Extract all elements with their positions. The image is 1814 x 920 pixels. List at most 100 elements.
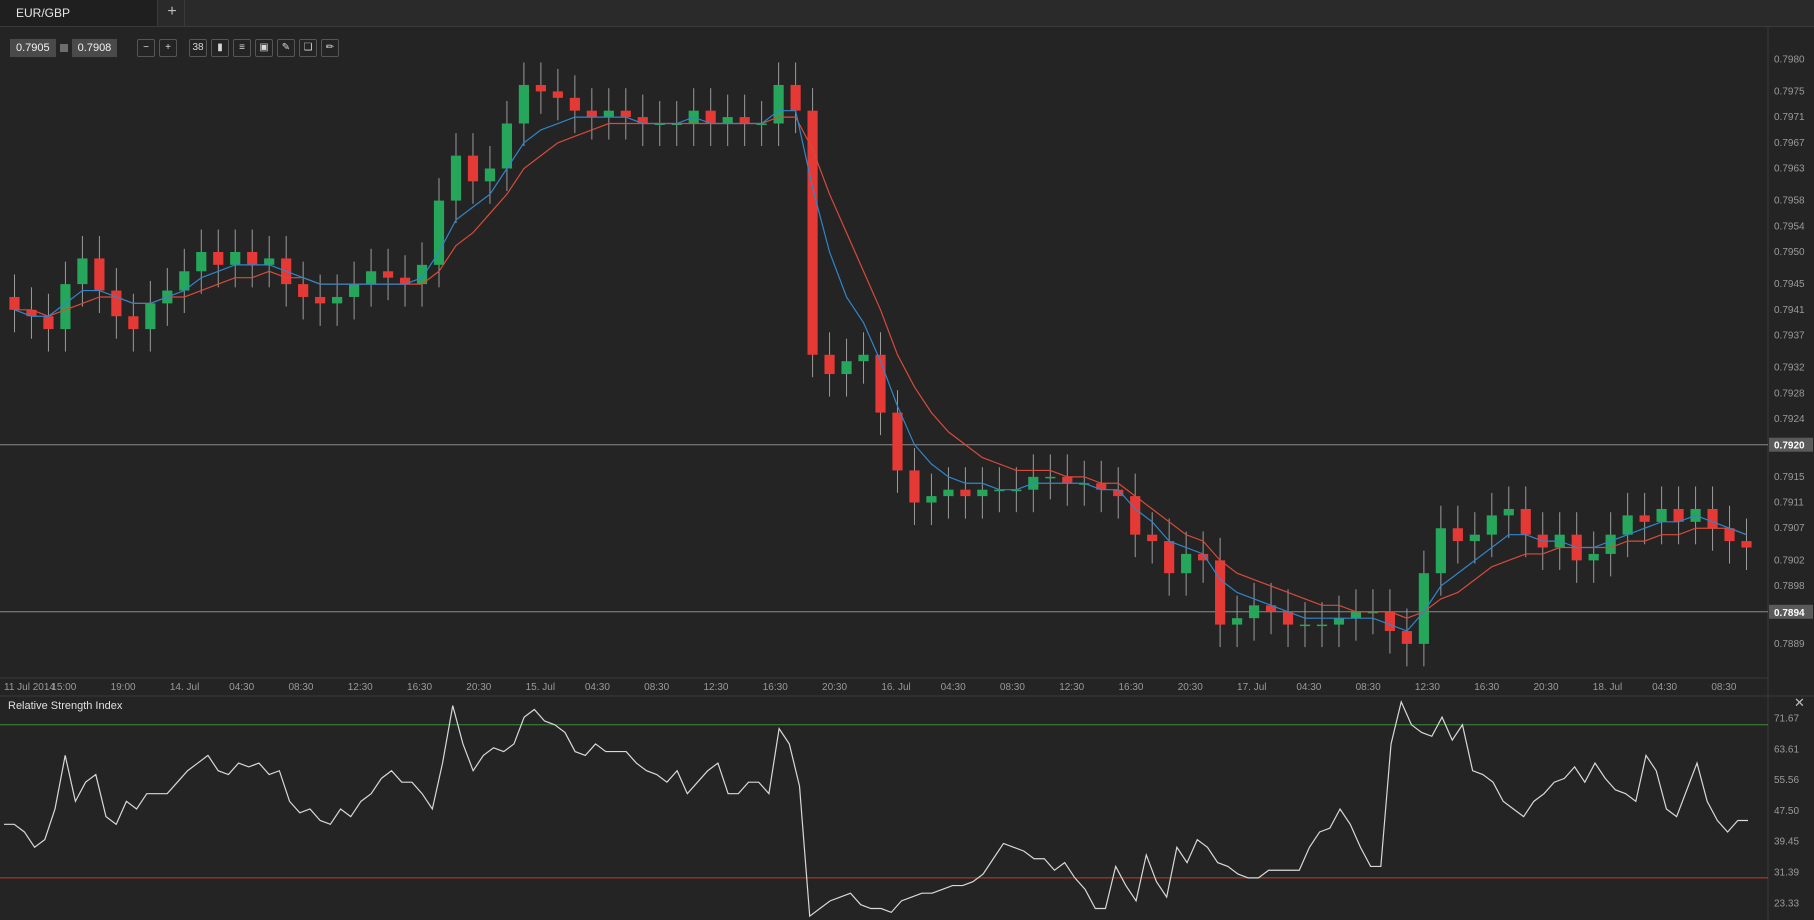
y-tick-label: 0.7928 — [1774, 388, 1805, 399]
candle-body — [230, 252, 241, 265]
candle-body — [603, 110, 614, 118]
candle-body — [1164, 541, 1175, 574]
x-tick-label: 16. Jul — [881, 682, 910, 693]
x-tick-label: 16:30 — [763, 682, 788, 693]
quote-display: 0.7905 0.7908 — [10, 39, 118, 57]
x-tick-label: 20:30 — [466, 682, 491, 693]
new-tab-button[interactable]: + — [160, 0, 185, 26]
candle-body — [77, 258, 88, 285]
candle-body — [213, 252, 224, 265]
candle-body — [586, 110, 597, 118]
x-tick-label: 20:30 — [822, 682, 847, 693]
y-tick-label: 0.7954 — [1774, 221, 1805, 232]
candle-body — [1113, 489, 1124, 497]
candle-body — [1741, 541, 1752, 548]
zoom-in-icon[interactable]: + — [159, 39, 177, 57]
bars-count-icon[interactable]: 38 — [189, 39, 207, 57]
candle-body — [179, 271, 190, 291]
close-icon[interactable]: ✕ — [1794, 695, 1805, 710]
draw-icon[interactable]: ✎ — [277, 39, 295, 57]
candle-body — [1469, 534, 1480, 542]
candle-body — [382, 271, 394, 278]
x-tick-label: 12:30 — [348, 682, 373, 693]
candle-body — [1622, 515, 1633, 535]
candle-body — [977, 489, 988, 497]
x-tick-label: 16:30 — [1474, 682, 1499, 693]
candle-body — [909, 470, 920, 503]
object-icon[interactable]: ❏ — [299, 39, 317, 57]
candle-body — [671, 123, 682, 126]
candle-body — [773, 84, 784, 124]
candle-body — [1299, 624, 1311, 627]
candle-body — [994, 489, 1005, 492]
candle-body — [1231, 618, 1243, 625]
x-tick-label: 20:30 — [1178, 682, 1203, 693]
candle-body — [858, 354, 869, 362]
candle-body — [1045, 476, 1056, 479]
y-tick-label: 0.7950 — [1774, 247, 1805, 258]
rsi-y-tick-label: 31.39 — [1774, 868, 1799, 879]
x-tick-label: 20:30 — [1533, 682, 1558, 693]
zoom-out-icon[interactable]: − — [137, 39, 155, 57]
ask-price: 0.7908 — [71, 39, 118, 57]
price-line-badge — [1769, 437, 1813, 452]
price-line-badge — [1769, 604, 1813, 619]
template-icon[interactable]: ▣ — [255, 39, 273, 57]
y-tick-label: 0.7924 — [1774, 414, 1805, 425]
rsi-y-tick-label: 47.50 — [1774, 806, 1799, 817]
x-tick-label: 18. Jul — [1593, 682, 1622, 693]
candle-body — [756, 123, 767, 126]
tab-eurgbp[interactable]: EUR/GBP — [0, 0, 158, 26]
y-tick-label: 0.7975 — [1774, 86, 1805, 97]
candle-body — [26, 309, 37, 317]
candle-body — [722, 117, 733, 124]
candle-body — [1333, 618, 1345, 625]
candle-body — [1062, 476, 1073, 484]
candle-body — [620, 110, 631, 118]
candle-body — [1605, 534, 1616, 554]
rsi-y-tick-label: 55.56 — [1774, 775, 1799, 786]
candle-body — [1639, 515, 1650, 522]
candle-body — [875, 354, 886, 413]
candle-body — [264, 258, 275, 265]
y-tick-label: 0.7967 — [1774, 138, 1805, 149]
x-tick-label: 08:30 — [644, 682, 669, 693]
candle-body — [1011, 489, 1022, 492]
candle-body — [1435, 528, 1446, 574]
x-tick-label: 15:00 — [51, 682, 76, 693]
x-tick-label: 16:30 — [1118, 682, 1143, 693]
candle-body — [196, 252, 207, 272]
candle-body — [1452, 528, 1463, 542]
candle-body — [1198, 553, 1209, 561]
candle-body — [1486, 515, 1497, 535]
candle-body — [1079, 483, 1090, 485]
rsi-y-tick-label: 71.67 — [1774, 713, 1799, 724]
rsi-title: Relative Strength Index — [8, 700, 123, 712]
bid-price: 0.7905 — [10, 39, 56, 57]
x-tick-label: 14. Jul — [170, 682, 199, 693]
candle-body — [1316, 624, 1328, 627]
x-tick-label: 17. Jul — [1237, 682, 1266, 693]
x-tick-label: 11 Jul 2014 — [4, 682, 55, 693]
y-tick-label: 0.7958 — [1774, 196, 1805, 207]
candle-body — [365, 271, 377, 285]
indicators-icon[interactable]: ≡ — [233, 39, 251, 57]
candle-body — [1130, 496, 1141, 535]
candle-body — [807, 110, 818, 355]
quote-separator-icon — [59, 44, 68, 52]
candle-body — [637, 117, 648, 124]
candle-body — [501, 123, 513, 169]
x-tick-label: 16:30 — [407, 682, 432, 693]
rsi-y-tick-label: 23.33 — [1774, 898, 1799, 909]
candle-body — [1350, 611, 1362, 619]
pencil-icon[interactable]: ✏ — [321, 39, 339, 57]
candle-body — [518, 84, 530, 124]
candle-body — [433, 200, 445, 265]
candle-body — [416, 264, 428, 285]
candle-body — [9, 296, 20, 310]
candle-body — [790, 84, 801, 111]
candle-body — [111, 290, 122, 317]
candle-body — [332, 296, 343, 304]
candle-type-icon[interactable]: ▮ — [211, 39, 229, 57]
